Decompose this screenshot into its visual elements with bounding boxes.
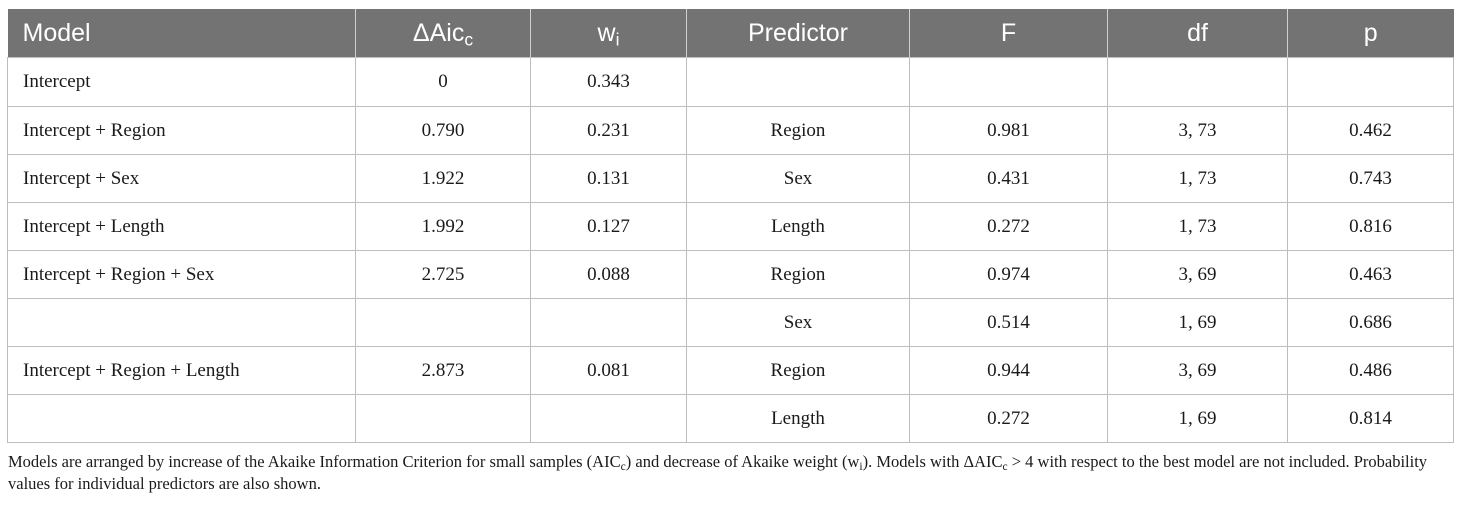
cell-model: Intercept bbox=[7, 57, 356, 107]
table-row: Sex 0.514 1, 69 0.686 bbox=[7, 298, 1454, 347]
cell-delta-aic: 1.992 bbox=[355, 202, 531, 251]
cell-p: 0.463 bbox=[1287, 250, 1454, 299]
footnote-text-3: ). Models with ΔAIC bbox=[862, 452, 1003, 471]
model-selection-table: Model ΔAicc wi Predictor F df p Intercep… bbox=[7, 9, 1454, 443]
header-weight: wi bbox=[530, 9, 687, 58]
header-delta-aic-text: ΔAic bbox=[412, 18, 465, 47]
cell-weight: 0.231 bbox=[530, 106, 687, 155]
footnote-subscript-3: c bbox=[1002, 460, 1008, 473]
footnote-subscript-2: i bbox=[859, 460, 863, 473]
cell-p: 0.743 bbox=[1287, 154, 1454, 203]
cell-p: 0.486 bbox=[1287, 346, 1454, 395]
table-row: Intercept + Sex 1.922 0.131 Sex 0.431 1, 73 0.… bbox=[7, 154, 1454, 203]
header-df: df bbox=[1107, 9, 1288, 58]
cell-weight bbox=[530, 298, 687, 347]
footnote-subscript-1: c bbox=[620, 460, 626, 473]
cell-delta-aic: 1.922 bbox=[355, 154, 531, 203]
footnote-text-4: > 4 with respect to the best model are n… bbox=[8, 452, 1428, 493]
cell-delta-aic bbox=[355, 394, 531, 443]
cell-predictor: Region bbox=[686, 250, 910, 299]
header-p: p bbox=[1287, 9, 1454, 58]
cell-predictor: Sex bbox=[686, 154, 910, 203]
cell-model bbox=[7, 394, 356, 443]
table-row: Intercept + Region + Sex 2.725 0.088 Region… bbox=[7, 250, 1454, 299]
cell-predictor: Sex bbox=[686, 298, 910, 347]
header-delta-aic-subscript: c bbox=[464, 28, 474, 49]
cell-predictor: Region bbox=[686, 346, 910, 395]
cell-df: 1, 69 bbox=[1107, 298, 1288, 347]
cell-p: 0.462 bbox=[1287, 106, 1454, 155]
table-row: Intercept + Length 1.992 0.127 Length 0.272 1… bbox=[7, 202, 1454, 251]
cell-df: 3, 69 bbox=[1107, 346, 1288, 395]
cell-weight: 0.343 bbox=[530, 57, 687, 107]
cell-f: 0.981 bbox=[909, 106, 1108, 155]
cell-df: 3, 73 bbox=[1107, 106, 1288, 155]
footnote-text-2: ) and decrease of Akaike weight (w bbox=[625, 452, 860, 471]
header-delta-aic: ΔAicc bbox=[355, 9, 531, 58]
cell-p: 0.816 bbox=[1287, 202, 1454, 251]
cell-model: Intercept + Length bbox=[7, 202, 356, 251]
cell-model bbox=[7, 298, 356, 347]
cell-df bbox=[1107, 57, 1288, 107]
cell-f: 0.974 bbox=[909, 250, 1108, 299]
cell-p: 0.814 bbox=[1287, 394, 1454, 443]
table-footnote: Models are arranged by increase of the A… bbox=[8, 451, 1448, 495]
results-table-container: Model ΔAicc wi Predictor F df p Intercep… bbox=[7, 9, 1454, 443]
table-row: Intercept + Region 0.790 0.231 Region 0.981 3… bbox=[7, 106, 1454, 155]
header-weight-text: w bbox=[597, 18, 616, 47]
cell-predictor: Length bbox=[686, 202, 910, 251]
cell-model: Intercept + Region bbox=[7, 106, 356, 155]
table-row: Length 0.272 1, 69 0.814 bbox=[7, 394, 1454, 443]
cell-f: 0.272 bbox=[909, 394, 1108, 443]
header-model: Model bbox=[7, 9, 356, 58]
cell-p: 0.686 bbox=[1287, 298, 1454, 347]
cell-predictor: Length bbox=[686, 394, 910, 443]
cell-df: 1, 69 bbox=[1107, 394, 1288, 443]
cell-weight: 0.081 bbox=[530, 346, 687, 395]
header-row: Model ΔAicc wi Predictor F df p bbox=[7, 9, 1454, 58]
header-predictor: Predictor bbox=[686, 9, 910, 58]
cell-delta-aic bbox=[355, 298, 531, 347]
cell-delta-aic: 0.790 bbox=[355, 106, 531, 155]
cell-model: Intercept + Sex bbox=[7, 154, 356, 203]
cell-weight: 0.127 bbox=[530, 202, 687, 251]
cell-delta-aic: 0 bbox=[355, 57, 531, 107]
cell-weight: 0.131 bbox=[530, 154, 687, 203]
cell-weight bbox=[530, 394, 687, 443]
cell-f: 0.514 bbox=[909, 298, 1108, 347]
header-weight-subscript: i bbox=[615, 28, 620, 49]
cell-f: 0.431 bbox=[909, 154, 1108, 203]
cell-predictor bbox=[686, 57, 910, 107]
cell-delta-aic: 2.725 bbox=[355, 250, 531, 299]
cell-model: Intercept + Region + Length bbox=[7, 346, 356, 395]
cell-df: 1, 73 bbox=[1107, 154, 1288, 203]
cell-p bbox=[1287, 57, 1454, 107]
cell-delta-aic: 2.873 bbox=[355, 346, 531, 395]
cell-model: Intercept + Region + Sex bbox=[7, 250, 356, 299]
cell-f: 0.944 bbox=[909, 346, 1108, 395]
cell-df: 1, 73 bbox=[1107, 202, 1288, 251]
table-row: Intercept + Region + Length 2.873 0.081 Reg… bbox=[7, 346, 1454, 395]
cell-f: 0.272 bbox=[909, 202, 1108, 251]
cell-df: 3, 69 bbox=[1107, 250, 1288, 299]
cell-weight: 0.088 bbox=[530, 250, 687, 299]
header-f: F bbox=[909, 9, 1108, 58]
cell-predictor: Region bbox=[686, 106, 910, 155]
footnote-text-1: Models are arranged by increase of the A… bbox=[8, 452, 621, 471]
table-row: Intercept 0 0.343 bbox=[7, 57, 1454, 107]
cell-f bbox=[909, 57, 1108, 107]
